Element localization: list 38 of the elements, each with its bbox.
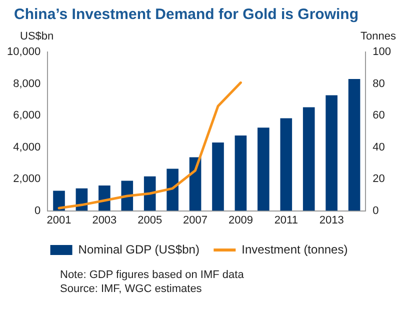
y2-tick-label: 80 [372, 78, 385, 90]
bar [302, 107, 315, 211]
bar [212, 142, 224, 211]
bar [166, 168, 178, 211]
bar [234, 136, 247, 211]
y2-tick-label: 60 [372, 110, 385, 122]
bar [258, 128, 270, 211]
x-tick-label: 2005 [138, 214, 162, 226]
bar [144, 176, 156, 211]
x-tick-label: 2001 [46, 214, 72, 226]
x-tick-label: 2009 [228, 214, 253, 226]
legend-label: Nominal GDP (US$bn) [78, 242, 200, 256]
bar [348, 78, 360, 211]
x-tick-label: 2013 [319, 214, 344, 226]
y-tick-label: 4,000 [13, 141, 41, 154]
y2-tick-label: 0 [372, 204, 379, 217]
chart-title: China’s Investment Demand for Gold is Growing [13, 5, 360, 25]
bar [98, 186, 110, 211]
x-tick-label: 2007 [183, 214, 208, 226]
y-tick-label: 6,000 [13, 110, 41, 122]
bar [121, 180, 134, 211]
x-tick-label: 2003 [92, 214, 117, 226]
bar [280, 118, 292, 211]
bar [326, 95, 338, 211]
y-tick-label: 8,000 [13, 78, 41, 90]
source-note: Source: IMF, WGC estimates [60, 282, 203, 296]
y2-axis-title: Tonnes [360, 30, 396, 43]
y-axis-title: US$bn [20, 30, 54, 43]
y-tick-label: 0 [34, 204, 41, 217]
y2-tick-label: 100 [372, 46, 392, 58]
y-tick-label: 10,000 [6, 46, 41, 58]
legend-label: Investment (tonnes) [242, 242, 348, 256]
y-tick-label: 2,000 [13, 173, 41, 186]
text: Note: GDP figures based on IMF data [60, 268, 245, 282]
y2-tick-label: 20 [372, 173, 385, 186]
y2-tick-label: 40 [372, 141, 385, 154]
bar [53, 190, 65, 211]
x-tick-label: 2011 [274, 214, 298, 226]
